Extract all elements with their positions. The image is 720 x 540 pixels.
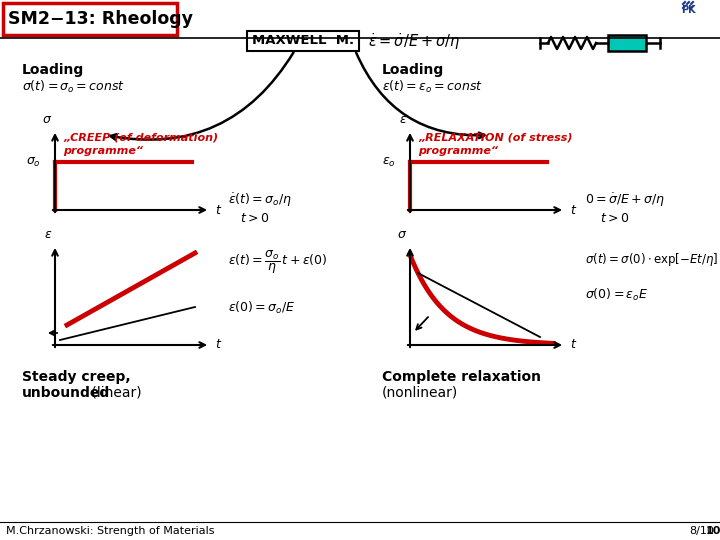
- Text: programme“: programme“: [63, 146, 143, 156]
- Text: (linear): (linear): [87, 386, 142, 400]
- Text: $\sigma(t)=\sigma_o=const$: $\sigma(t)=\sigma_o=const$: [22, 79, 125, 95]
- Text: Complete relaxation: Complete relaxation: [382, 370, 541, 384]
- Text: 8/10: 8/10: [689, 526, 714, 536]
- Text: Steady creep,: Steady creep,: [22, 370, 130, 384]
- FancyBboxPatch shape: [247, 31, 359, 51]
- Text: M.Chrzanowski: Strength of Materials: M.Chrzanowski: Strength of Materials: [6, 526, 215, 536]
- Text: $\sigma(t)=\sigma(0)\cdot\exp[-Et/\eta]$: $\sigma(t)=\sigma(0)\cdot\exp[-Et/\eta]$: [585, 252, 718, 268]
- Text: 10: 10: [706, 526, 720, 536]
- Text: $\varepsilon(0)=\sigma_o/E$: $\varepsilon(0)=\sigma_o/E$: [228, 300, 295, 316]
- Text: $\varepsilon$: $\varepsilon$: [44, 228, 52, 241]
- Text: (nonlinear): (nonlinear): [382, 386, 458, 400]
- Text: SM2−13: Rheology: SM2−13: Rheology: [8, 10, 193, 28]
- Text: unbounded: unbounded: [22, 386, 110, 400]
- Text: $t$: $t$: [570, 204, 577, 217]
- Text: „CREEP (of deformation): „CREEP (of deformation): [63, 132, 218, 142]
- Text: $\dot{\varepsilon}(t)=\sigma_o/\eta$: $\dot{\varepsilon}(t)=\sigma_o/\eta$: [228, 191, 292, 209]
- Text: $t$: $t$: [215, 339, 222, 352]
- Text: programme“: programme“: [418, 146, 498, 156]
- Text: $t$: $t$: [215, 204, 222, 217]
- Text: $\sigma$: $\sigma$: [42, 113, 52, 126]
- Text: PK: PK: [680, 5, 696, 15]
- Text: $\varepsilon(t)=\dfrac{\sigma_o}{\eta}\,t+\varepsilon(0)$: $\varepsilon(t)=\dfrac{\sigma_o}{\eta}\,…: [228, 248, 328, 275]
- Text: $\sigma(0)=\varepsilon_o E$: $\sigma(0)=\varepsilon_o E$: [585, 287, 648, 303]
- Text: $\varepsilon_o$: $\varepsilon_o$: [382, 156, 396, 168]
- Text: $\dot{\varepsilon}=\dot{\sigma}/E+\sigma/\eta$: $\dot{\varepsilon}=\dot{\sigma}/E+\sigma…: [368, 31, 460, 52]
- Text: $t$: $t$: [570, 339, 577, 352]
- Text: „RELAXATION (of stress): „RELAXATION (of stress): [418, 132, 572, 142]
- Text: $0=\dot{\sigma}/E+\sigma/\eta$: $0=\dot{\sigma}/E+\sigma/\eta$: [585, 191, 665, 209]
- Text: $\sigma$: $\sigma$: [397, 228, 407, 241]
- FancyBboxPatch shape: [3, 3, 177, 35]
- Text: $\varepsilon$: $\varepsilon$: [399, 113, 407, 126]
- Text: MAXWELL  M.: MAXWELL M.: [252, 35, 354, 48]
- Bar: [608, 35, 646, 51]
- Text: $t>0$: $t>0$: [600, 212, 629, 225]
- Text: $\varepsilon(t)=\varepsilon_o=const$: $\varepsilon(t)=\varepsilon_o=const$: [382, 79, 483, 95]
- Text: Loading: Loading: [382, 63, 444, 77]
- Text: Loading: Loading: [22, 63, 84, 77]
- Text: $\sigma_o$: $\sigma_o$: [26, 156, 41, 168]
- Text: $t>0$: $t>0$: [240, 212, 269, 225]
